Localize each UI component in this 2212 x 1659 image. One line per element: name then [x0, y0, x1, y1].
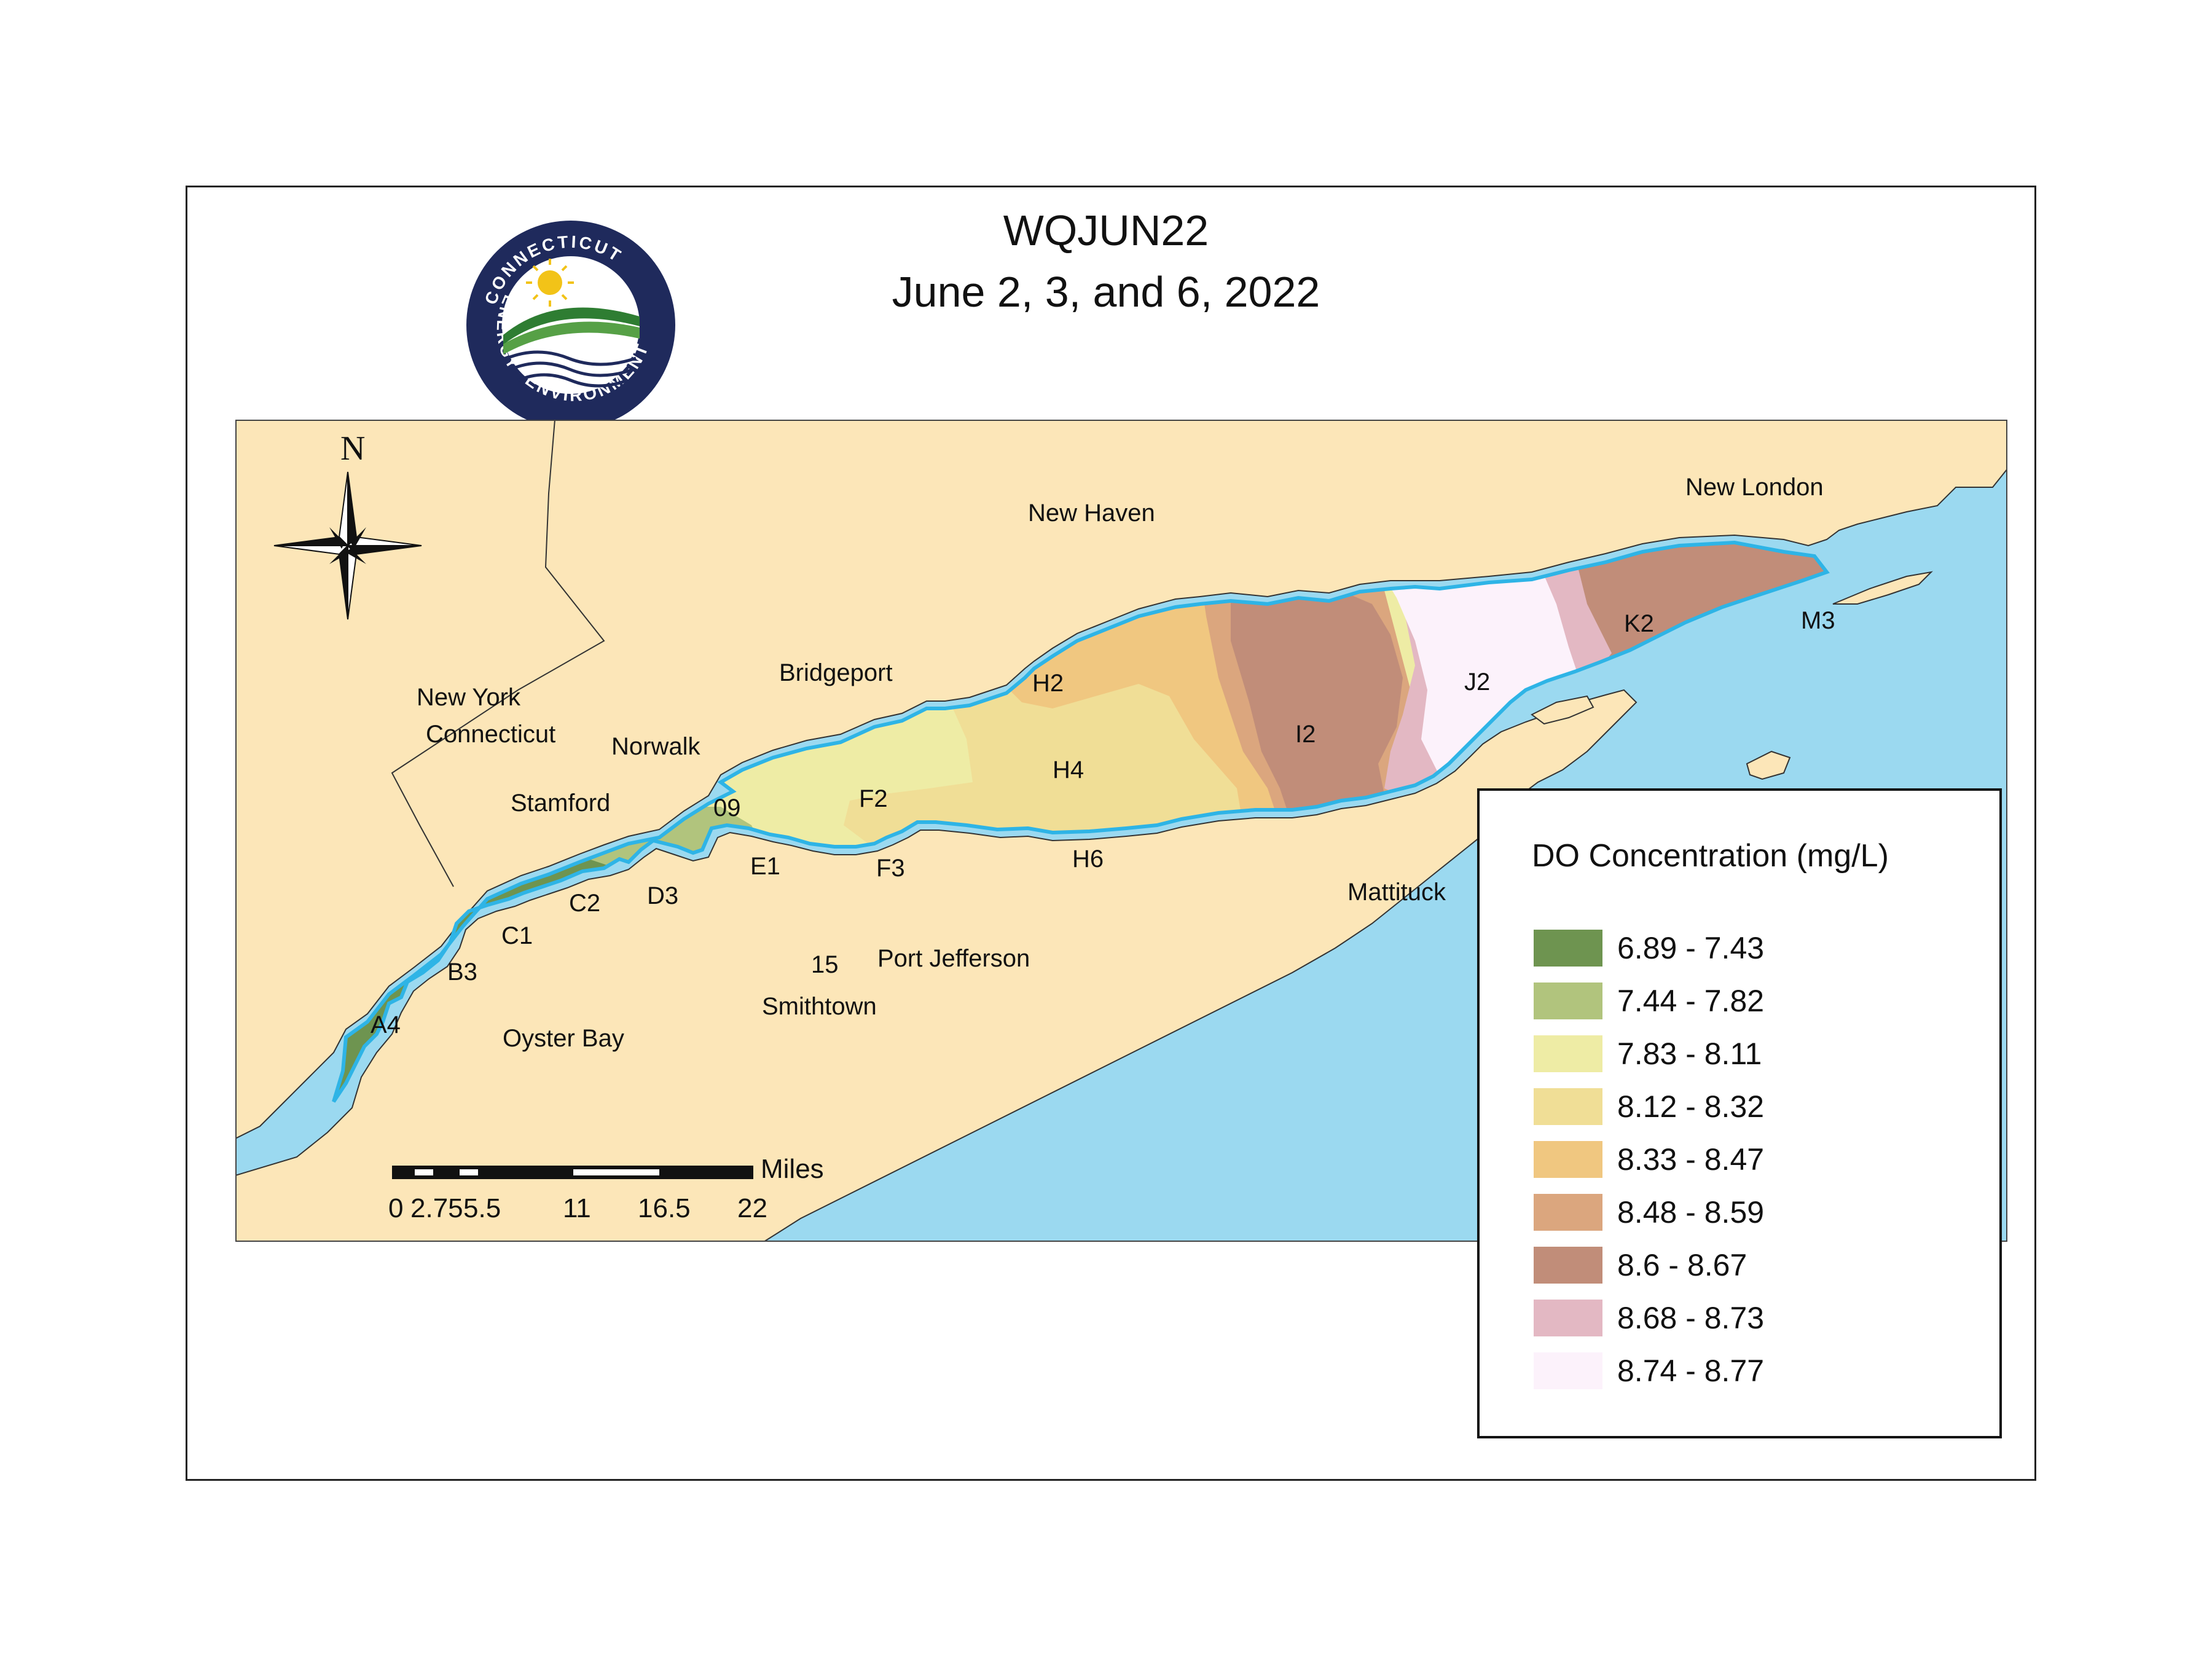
zone-8-74-8-77: [1378, 561, 1581, 776]
map-title: WQJUN22 June 2, 3, and 6, 2022: [725, 203, 1487, 320]
label-new-haven: New Haven: [1028, 500, 1155, 527]
legend-label: 8.68 - 8.73: [1617, 1301, 1765, 1335]
scale-tick-label: 16.5: [638, 1193, 691, 1223]
legend-swatch: [1534, 1300, 1602, 1336]
station-label: I2: [1295, 721, 1316, 748]
station-label: A4: [371, 1011, 401, 1038]
sun-icon: [526, 259, 574, 307]
label-smithtown: Smithtown: [762, 993, 877, 1020]
shelter-island: [1746, 750, 1791, 780]
legend: DO Concentration (mg/L) 6.89 - 7.43 7.44…: [1477, 788, 2002, 1438]
station-label: C1: [501, 922, 533, 949]
legend-label: 6.89 - 7.43: [1617, 931, 1765, 965]
label-bridgeport: Bridgeport: [779, 659, 893, 686]
legend-swatch: [1534, 1141, 1602, 1178]
label-stamford: Stamford: [511, 790, 610, 817]
station-label: K2: [1624, 610, 1654, 637]
legend-swatch: [1534, 1247, 1602, 1284]
scale-tick-label: 2.75: [410, 1193, 463, 1223]
station-label: F2: [859, 785, 888, 812]
station-label: H2: [1032, 670, 1064, 697]
waves-icon: [506, 350, 637, 388]
north-label: N: [340, 429, 365, 468]
legend-label: 8.48 - 8.59: [1617, 1195, 1765, 1230]
map-title-code: WQJUN22: [1003, 206, 1209, 254]
scale-tick-label: 5.5: [463, 1193, 501, 1223]
station-label: 15: [811, 951, 839, 978]
station-label: F3: [876, 855, 905, 882]
ct-deep-logo: CONNECTICUT ENERGY ENVIRONMENT: [466, 221, 675, 429]
station-label: E1: [750, 853, 780, 880]
map-title-dates: June 2, 3, and 6, 2022: [892, 268, 1320, 316]
label-mattituck: Mattituck: [1347, 879, 1446, 906]
legend-swatch: [1534, 930, 1602, 967]
legend-label: 8.12 - 8.32: [1617, 1089, 1765, 1124]
legend-label: 7.44 - 7.82: [1617, 984, 1765, 1018]
label-new-london: New London: [1685, 474, 1824, 501]
scale-tick-label: 11: [563, 1193, 591, 1223]
station-label: H6: [1072, 845, 1104, 873]
label-oyster-bay: Oyster Bay: [503, 1025, 624, 1052]
label-norwalk: Norwalk: [611, 733, 700, 760]
map-border: [235, 420, 2007, 1242]
legend-swatch: [1534, 1352, 1602, 1389]
compass-rose: N: [273, 429, 422, 620]
station-label: C2: [569, 890, 600, 917]
fishers-island: [1832, 571, 1933, 605]
label-new-york: New York: [417, 684, 521, 711]
scale-bar: 0 2.75 5.5 11 16.5 22 Miles: [388, 1154, 834, 1229]
station-label: J2: [1464, 669, 1490, 696]
state-boundary-line: [391, 420, 605, 887]
station-label: D3: [647, 882, 678, 909]
label-connecticut: Connecticut: [426, 721, 555, 748]
station-label: H4: [1053, 756, 1084, 783]
station-label: 09: [713, 794, 741, 822]
station-label: B3: [447, 959, 477, 986]
long-island-land: [235, 689, 1637, 1242]
legend-swatch: [1534, 1088, 1602, 1125]
legend-label: 8.74 - 8.77: [1617, 1354, 1765, 1388]
legend-swatch: [1534, 982, 1602, 1019]
hills-icon: [503, 307, 640, 355]
legend-swatch: [1534, 1035, 1602, 1072]
scale-bar-graphic: [392, 1166, 753, 1179]
scale-unit-label: Miles: [761, 1154, 824, 1184]
zone-8-6-8-67: [1231, 576, 1403, 825]
legend-label: 7.83 - 8.11: [1617, 1037, 1762, 1071]
scale-tick-label: 0: [388, 1193, 404, 1223]
label-port-jefferson: Port Jefferson: [877, 945, 1030, 972]
legend-swatch: [1534, 1194, 1602, 1231]
legend-label: 8.6 - 8.67: [1617, 1248, 1747, 1282]
legend-title: DO Concentration (mg/L): [1532, 838, 1889, 874]
plum-island: [1531, 695, 1594, 725]
map-frame: [186, 186, 2036, 1481]
legend-label: 8.33 - 8.47: [1617, 1142, 1765, 1177]
scale-tick-label: 22: [737, 1193, 767, 1223]
station-label: M3: [1801, 607, 1835, 634]
